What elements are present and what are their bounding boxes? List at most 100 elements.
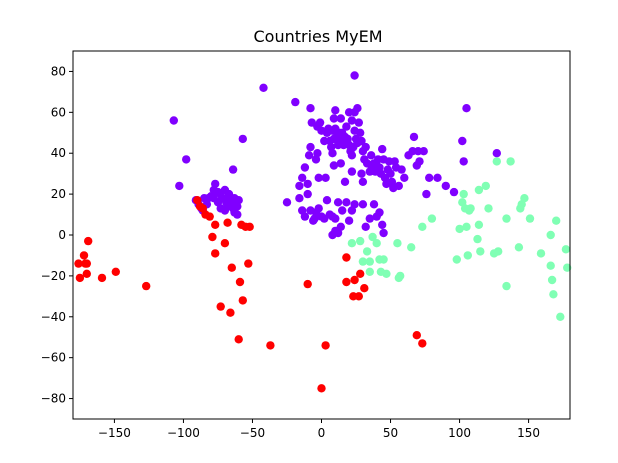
x-tick-label: −150	[98, 426, 131, 440]
data-point	[313, 149, 322, 158]
data-point	[362, 247, 372, 256]
data-point	[233, 210, 242, 219]
data-point	[347, 116, 357, 125]
data-point	[169, 116, 178, 125]
data-point	[227, 263, 236, 272]
data-point	[412, 331, 421, 340]
data-point	[396, 271, 405, 281]
data-point	[407, 243, 416, 252]
data-point	[216, 302, 225, 311]
data-point	[175, 181, 184, 191]
data-point	[474, 220, 484, 229]
data-point	[342, 253, 351, 262]
data-point	[224, 189, 234, 199]
data-point	[142, 281, 151, 291]
data-point	[365, 257, 374, 266]
data-point	[245, 222, 254, 231]
data-point	[266, 341, 275, 350]
data-point	[382, 269, 391, 278]
data-point	[298, 173, 307, 182]
data-point	[502, 214, 511, 223]
data-point	[75, 273, 85, 283]
data-point	[336, 114, 345, 123]
data-point	[282, 198, 292, 207]
data-point	[347, 239, 357, 248]
data-point	[244, 259, 253, 268]
data-point	[310, 214, 319, 223]
y-tick-label: −40	[41, 310, 66, 324]
data-point	[365, 214, 374, 223]
data-point	[492, 157, 501, 166]
data-point	[459, 189, 468, 199]
y-tick-label: 0	[58, 228, 66, 242]
data-point	[238, 296, 247, 305]
data-point	[400, 173, 409, 182]
data-point	[336, 159, 345, 168]
data-point	[228, 165, 238, 174]
data-point	[220, 239, 230, 248]
data-point	[419, 147, 428, 156]
data-point	[344, 216, 354, 225]
data-point	[315, 118, 325, 127]
data-point	[350, 71, 359, 80]
data-point	[525, 214, 535, 223]
data-point	[238, 134, 247, 144]
data-point	[415, 157, 424, 166]
data-point	[303, 279, 312, 289]
data-point	[462, 222, 471, 231]
data-point	[458, 136, 467, 146]
data-point	[347, 167, 357, 176]
data-point	[344, 108, 354, 117]
data-point	[226, 308, 235, 317]
data-point	[208, 232, 217, 242]
data-point	[425, 173, 434, 182]
data-point	[82, 269, 92, 278]
data-point	[356, 269, 365, 278]
data-point	[74, 259, 83, 268]
data-point	[234, 335, 243, 344]
data-point	[295, 181, 304, 191]
data-point	[358, 177, 368, 186]
data-point	[211, 220, 220, 229]
data-point	[361, 142, 370, 152]
y-axis: −80 −60 −40 −20 0 20 40 60 80	[41, 64, 73, 406]
data-point	[549, 290, 558, 299]
data-point	[378, 144, 387, 154]
data-point	[317, 384, 326, 393]
data-point	[235, 277, 245, 287]
data-point	[84, 236, 93, 246]
data-point	[79, 251, 89, 260]
data-point	[476, 247, 485, 256]
y-tick-label: 20	[51, 187, 66, 201]
data-point	[368, 232, 377, 242]
data-point	[466, 204, 475, 213]
data-point	[347, 151, 357, 160]
data-point	[340, 177, 350, 186]
data-point	[342, 122, 351, 131]
data-point	[321, 173, 330, 182]
data-point	[291, 97, 300, 107]
data-point	[473, 234, 482, 244]
data-point	[449, 187, 459, 197]
points-layer	[74, 71, 572, 393]
data-point	[463, 251, 472, 260]
data-point	[354, 292, 363, 301]
data-point	[481, 181, 490, 191]
data-point	[360, 284, 369, 293]
data-point	[506, 157, 515, 166]
x-tick-label: −100	[167, 426, 200, 440]
data-point	[379, 255, 388, 264]
data-point	[441, 181, 450, 191]
data-point	[356, 128, 365, 137]
data-point	[546, 230, 555, 240]
data-point	[474, 185, 484, 195]
data-point	[259, 83, 268, 93]
data-point	[357, 169, 366, 178]
data-point	[433, 173, 442, 182]
data-point	[386, 169, 395, 178]
data-point	[546, 261, 555, 270]
data-point	[514, 243, 524, 252]
x-tick-label: 150	[517, 426, 540, 440]
data-point	[462, 104, 471, 113]
